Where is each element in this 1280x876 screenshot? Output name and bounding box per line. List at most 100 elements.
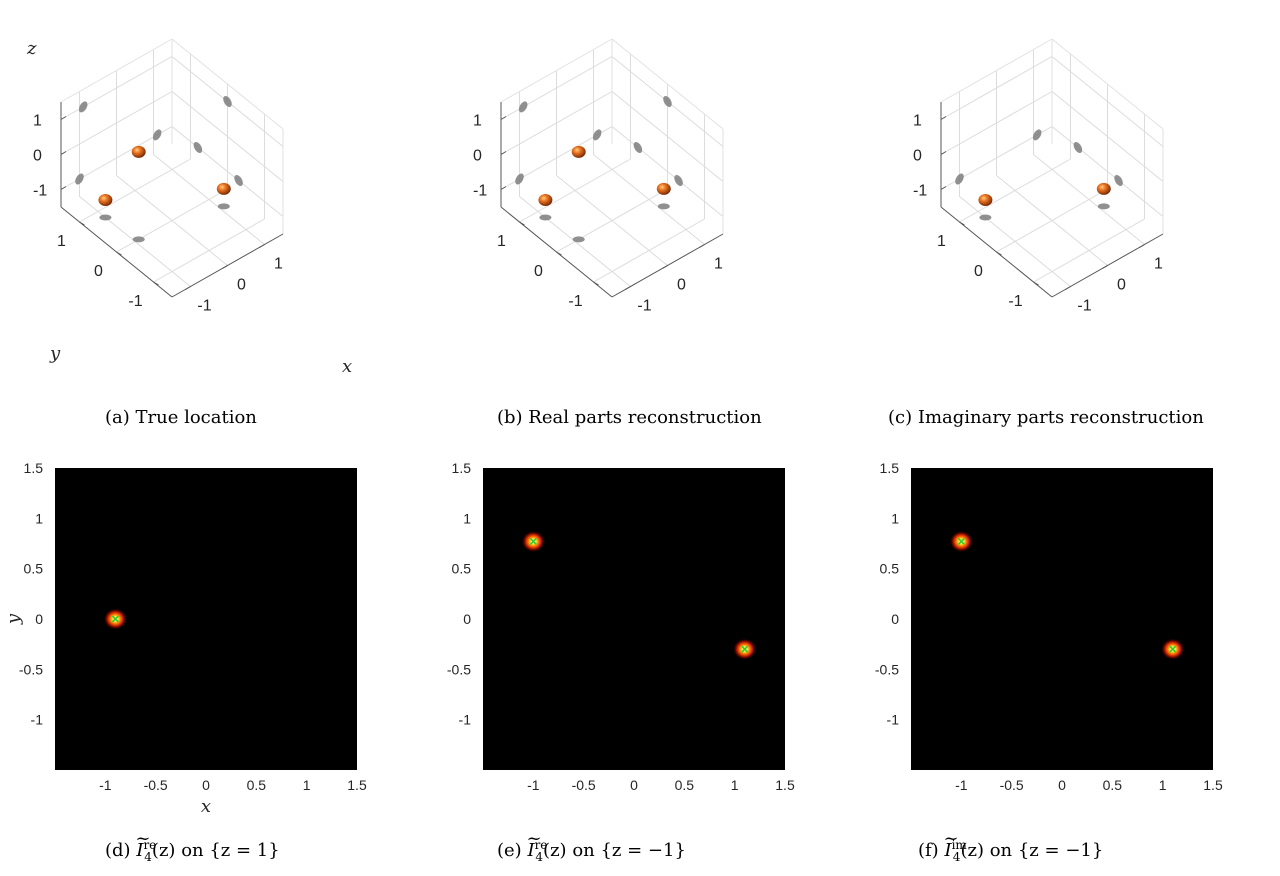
x-tick-label: 0.5 xyxy=(1103,777,1123,793)
floor-grid-y xyxy=(116,188,228,253)
x-tick xyxy=(1065,286,1071,290)
y-tick xyxy=(556,251,562,256)
y-tick-label: -1 xyxy=(128,293,142,310)
x-tick xyxy=(222,265,228,269)
y-tick-label: -1 xyxy=(1008,293,1022,310)
y-tick-label: -0.5 xyxy=(19,661,43,677)
y-tick-label: -0.5 xyxy=(447,661,471,677)
x-tick-label: 1 xyxy=(1159,777,1167,793)
x-tick-label: 0 xyxy=(630,777,638,793)
shadow-wall-x xyxy=(633,142,643,153)
x-tick-label: 1.5 xyxy=(1203,777,1223,793)
heatmap-background xyxy=(55,468,357,770)
x-tick-label: -1 xyxy=(1077,298,1091,315)
z-tick-label: -1 xyxy=(913,183,927,200)
shadow-wall-x xyxy=(663,96,672,107)
z-tick-label: 0 xyxy=(473,148,482,165)
x-tick xyxy=(699,244,705,248)
point-sphere xyxy=(1096,182,1111,195)
x-tick-label: -1 xyxy=(99,777,112,793)
floor-grid-y xyxy=(519,158,631,223)
y-tick-label: -0.5 xyxy=(875,661,899,677)
x-tick-label: 1 xyxy=(303,777,311,793)
box-edge xyxy=(500,38,613,103)
caption-f-prefix: (f) xyxy=(918,840,939,861)
box-edge xyxy=(940,38,1053,103)
point-sphere xyxy=(538,194,553,206)
y-tick-label: 1 xyxy=(35,510,43,526)
shadow-floor xyxy=(657,203,670,210)
y-tick-label: 1 xyxy=(497,233,506,250)
y-tick-label: 0.5 xyxy=(880,561,900,577)
x-tick-label: 1.5 xyxy=(347,777,367,793)
shadow-wall-y xyxy=(518,101,528,113)
x-tick xyxy=(662,265,668,269)
point-sphere xyxy=(656,182,671,195)
shadow-wall-y xyxy=(592,129,602,141)
floor-grid-x xyxy=(1033,154,1145,245)
caption-e-arg: (z) xyxy=(543,840,567,861)
caption-e-suffix: on {z = −1} xyxy=(572,840,686,861)
y-tick xyxy=(116,251,122,256)
shadow-wall-x xyxy=(193,142,203,153)
x-tick xyxy=(185,286,191,290)
shadow-floor xyxy=(99,214,112,221)
heatmap-d: -1 -0.5 0 0.5 1 1.5 -1 -0.5 0 0.5 1 1.5 x y xyxy=(3,460,367,817)
y-tick-label: 0 xyxy=(534,263,543,280)
heatmap-e: -1 -0.5 0 0.5 1 1.5 -1 -0.5 0 0.5 1 1.5 xyxy=(447,460,795,793)
y-tick-label: 0.5 xyxy=(24,561,44,577)
shadow-wall-y xyxy=(1032,129,1042,141)
caption-f-suffix: on {z = −1} xyxy=(989,840,1104,861)
y-tick xyxy=(153,281,159,286)
x-tick-label: 1 xyxy=(1154,256,1163,273)
wall-y-grid-z xyxy=(940,56,1053,120)
x-tick-label: -1 xyxy=(197,298,211,315)
y-tick-label: 0.5 xyxy=(452,561,472,577)
y-axis-label: y xyxy=(49,343,61,364)
z-tick-label: 1 xyxy=(913,113,922,130)
x-tick-label: 0 xyxy=(1058,777,1066,793)
x-tick-label: -1 xyxy=(527,777,540,793)
box-edge xyxy=(1051,38,1164,130)
z-tick xyxy=(940,116,947,120)
z-tick-label: 0 xyxy=(33,148,42,165)
shadow-wall-y xyxy=(955,173,964,185)
y-axis-label: y xyxy=(3,613,24,625)
shadow-wall-y xyxy=(152,129,162,141)
x-tick-label: 1 xyxy=(731,777,739,793)
y-tick xyxy=(79,221,85,226)
shadow-floor xyxy=(979,214,992,221)
shadow-wall-x xyxy=(674,175,683,186)
y-tick-label: 0 xyxy=(35,611,43,627)
shadow-wall-x xyxy=(1114,175,1123,186)
shadow-wall-x xyxy=(223,96,232,107)
floor-grid-y xyxy=(959,158,1071,223)
y-tick-label: 1 xyxy=(463,510,471,526)
x-axis-label: x xyxy=(201,796,211,817)
point-sphere xyxy=(98,194,113,206)
x-axis-label: x xyxy=(342,356,352,377)
x-tick-label: 1 xyxy=(714,256,723,273)
heatmap-f: -1 -0.5 0 0.5 1 1.5 -1 -0.5 0 0.5 1 1.5 xyxy=(875,460,1223,793)
y-tick-label: 1.5 xyxy=(452,460,472,476)
wall-x-grid-z xyxy=(1051,56,1164,147)
x-tick-label: -0.5 xyxy=(1000,777,1024,793)
z-tick-label: 1 xyxy=(473,113,482,130)
caption-f-func: ~ Iim4 xyxy=(943,828,967,864)
z-tick xyxy=(500,151,507,155)
z-tick xyxy=(940,186,947,190)
x-tick-label: 1.5 xyxy=(775,777,795,793)
point-sphere xyxy=(978,194,993,206)
point-sphere xyxy=(216,182,231,195)
y-tick xyxy=(1033,281,1039,286)
peak-marker xyxy=(111,615,119,623)
z-tick xyxy=(60,151,67,155)
heatmap-background xyxy=(911,468,1213,770)
z-tick-label: -1 xyxy=(33,183,47,200)
caption-c: (c) Imaginary parts reconstruction xyxy=(888,407,1204,428)
peak-marker xyxy=(741,645,749,653)
heatmap-background xyxy=(483,468,785,770)
caption-e-func: ~ Ire4 xyxy=(526,828,548,864)
shadow-wall-y xyxy=(515,173,524,185)
